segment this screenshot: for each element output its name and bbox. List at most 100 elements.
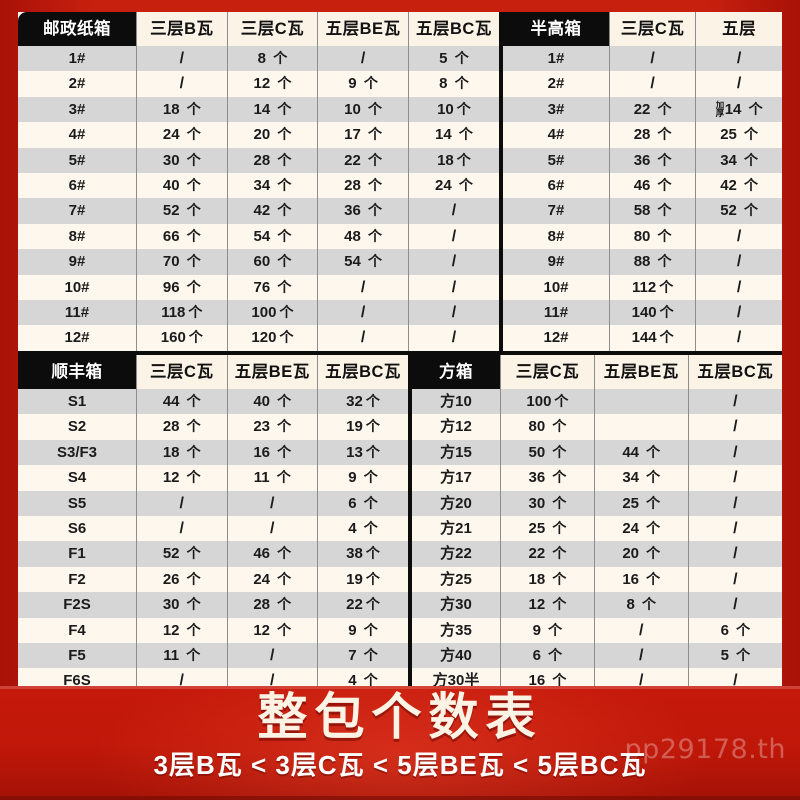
row-value-cell: /	[695, 249, 782, 275]
row-label: 8#	[18, 223, 137, 250]
row-label: 2#	[503, 71, 610, 97]
row-label: 3#	[18, 96, 137, 123]
row-label: S3/F3	[18, 439, 137, 466]
table-row: 1#/8 个/5 个	[18, 46, 499, 72]
table-frame: 邮政纸箱 三层B瓦 三层C瓦 五层BE瓦 五层BC瓦 1#/8 个/5 个 2# /…	[0, 0, 800, 745]
table-row: 2# / /	[503, 71, 782, 97]
row-value-cell: 16 个	[593, 566, 689, 593]
row-value-cell: 18 个	[136, 439, 227, 466]
postal-box-table: 邮政纸箱 三层B瓦 三层C瓦 五层BE瓦 五层BC瓦 1#/8 个/5 个 2# /…	[18, 12, 499, 351]
row-value-cell: 22 个	[608, 96, 696, 123]
sf-col-header-2: 五层BC瓦	[317, 354, 408, 389]
row-value-cell: 46 个	[226, 541, 318, 567]
row-value-cell: 34 个	[593, 465, 689, 491]
row-value-cell: 18 个	[407, 147, 499, 174]
row-value-cell: 24 个	[226, 566, 318, 593]
table-row: S6//4 个	[18, 515, 408, 542]
table-row: F5 11 个/7 个	[18, 642, 408, 669]
row-label: S2	[18, 414, 137, 440]
row-value-cell: 80 个	[608, 223, 696, 250]
row-value-cell: 30 个	[136, 592, 227, 618]
row-value-cell: /	[687, 388, 782, 415]
table-row: 方21 25 个 24 个 /	[412, 515, 782, 542]
row-value-cell: 23 个	[226, 414, 318, 440]
table-row: 3# 22 个加厚 14 个	[503, 96, 782, 123]
row-value-cell: 80 个	[500, 414, 595, 440]
row-value-cell: /	[687, 465, 782, 491]
row-value-cell: /	[687, 490, 782, 516]
postal-col-header-1: 三层C瓦	[226, 12, 318, 46]
row-value-cell: 48 个	[317, 223, 409, 250]
row-value-cell: 28 个	[317, 173, 409, 199]
table-row: F2 26 个 24 个 19 个	[18, 566, 408, 593]
square-col-header-0: 三层C瓦	[500, 354, 595, 389]
table-sheet: 邮政纸箱 三层B瓦 三层C瓦 五层BE瓦 五层BC瓦 1#/8 个/5 个 2# /…	[18, 12, 782, 745]
row-value-cell: 160 个	[136, 325, 228, 351]
table-row: S3/F3 18 个 16 个 13 个	[18, 439, 408, 466]
row-label: 8#	[503, 223, 610, 250]
row-label: 方15	[412, 439, 501, 466]
row-value-cell: 54 个	[226, 223, 318, 250]
table-row: 方15 50 个 44 个 /	[412, 439, 782, 466]
row-value-cell: 9 个	[317, 71, 409, 97]
table-row: 11# 118 个 100 个 / /	[18, 300, 499, 326]
table-row: 8# 80 个 /	[503, 223, 782, 250]
table-row: 4# 24 个 20 个 17 个 14 个	[18, 122, 499, 148]
table-row: S1 44 个 40 个 32 个	[18, 388, 408, 415]
table-row: S5//6 个	[18, 490, 408, 516]
row-value-cell: 24 个	[136, 122, 228, 148]
table-row: 6# 46 个 42 个	[503, 173, 782, 199]
row-value-cell: 10 个	[317, 96, 409, 123]
row-value-cell: /	[226, 515, 318, 542]
row-value-cell: 76 个	[226, 274, 318, 301]
row-value-cell: 36 个	[500, 465, 595, 491]
row-value-cell: /	[687, 439, 782, 466]
row-label: 6#	[503, 173, 610, 199]
row-value-cell: 58 个	[608, 198, 696, 224]
row-value-cell: 50 个	[500, 439, 595, 466]
row-value-cell: 38 个	[317, 541, 408, 567]
row-value-cell: 22 个	[317, 592, 408, 618]
row-label: F4	[18, 617, 137, 643]
row-value-cell: /	[687, 541, 782, 567]
table-section-divider	[18, 350, 782, 355]
row-value-cell: 4 个	[317, 515, 408, 542]
row-value-cell: 54 个	[317, 249, 409, 275]
banner-bottom-rule	[0, 796, 800, 800]
row-value-cell: 6 个	[687, 617, 782, 643]
row-label: 方20	[412, 490, 501, 516]
sf-box-header-label: 顺丰箱	[18, 354, 137, 389]
row-value-cell: 12 个	[226, 71, 318, 97]
row-label: S1	[18, 388, 137, 415]
row-value-cell: 144 个	[608, 325, 696, 351]
row-label: 方12	[412, 414, 501, 440]
row-value-cell: /	[136, 490, 227, 516]
row-label: 10#	[503, 274, 610, 301]
row-value-cell: 140 个	[608, 300, 696, 326]
row-value-cell: 8 个	[593, 592, 689, 618]
row-value-cell: 11 个	[136, 642, 227, 669]
row-label: 9#	[18, 249, 137, 275]
row-value-cell: 6 个	[317, 490, 408, 516]
row-value-cell: 13 个	[317, 439, 408, 466]
upper-table-block: 邮政纸箱 三层B瓦 三层C瓦 五层BE瓦 五层BC瓦 1#/8 个/5 个 2# /…	[18, 12, 782, 351]
row-value-cell: 36 个	[608, 147, 696, 174]
row-label: F2S	[18, 592, 137, 618]
row-value-cell: 5 个	[407, 46, 499, 72]
row-value-cell: 5 个	[687, 642, 782, 669]
table-row: 6# 40 个 34 个 28 个 24 个	[18, 173, 499, 199]
square-col-header-1: 五层BE瓦	[593, 354, 689, 389]
row-value-cell: 25 个	[593, 490, 689, 516]
postal-col-header-3: 五层BC瓦	[407, 12, 499, 46]
row-value-cell: 9 个	[317, 465, 408, 491]
row-value-cell: 19 个	[317, 414, 408, 440]
square-box-body: 方10 100 个 / 方12 80 个 / 方15 50 个 44 个 / 方17 36 个 34 个 /…	[412, 388, 782, 745]
row-value-cell: 17 个	[317, 122, 409, 148]
row-value-cell: 28 个	[226, 592, 318, 618]
row-value-cell	[593, 414, 689, 440]
row-label: 5#	[18, 147, 137, 174]
row-label: 方30	[412, 592, 501, 618]
row-value-cell: 42 个	[695, 173, 782, 199]
